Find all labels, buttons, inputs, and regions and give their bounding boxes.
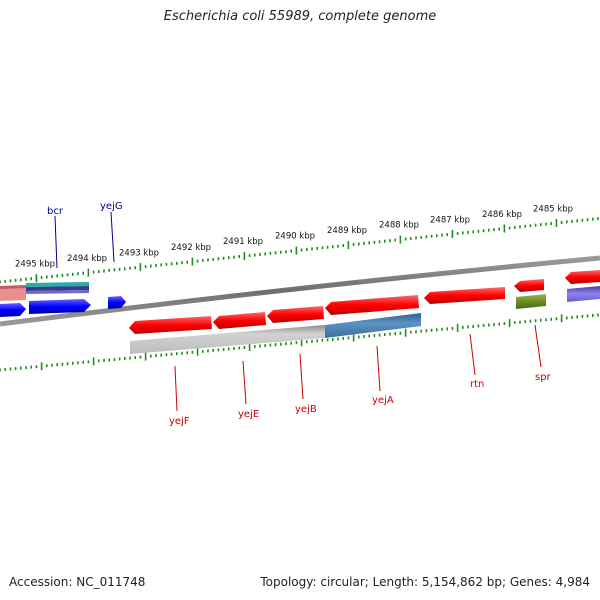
lower-bands: [130, 286, 600, 354]
gene-label-bcr: bcr: [47, 206, 64, 217]
plus-strand-genes: [0, 296, 126, 317]
gene-arrow-spr: [514, 279, 544, 292]
scale-label: 2493 kbp: [119, 248, 159, 258]
scale-label: 2488 kbp: [379, 221, 419, 231]
accession-text: Accession: NC_011748: [9, 575, 146, 589]
gene-arrow: [0, 303, 26, 317]
scale-label: 2487 kbp: [430, 215, 470, 225]
map-title: Escherichia coli 55989, complete genome: [163, 9, 437, 24]
gene-label-yejF: yejF: [169, 416, 190, 427]
upper-gene-labels: bcr yejG: [47, 201, 123, 269]
gene-label-yejA: yejA: [372, 395, 394, 406]
gene-arrow-rtn: [424, 287, 505, 304]
gene-label-yejB: yejB: [295, 404, 317, 415]
minus-strand-genes: [129, 270, 600, 334]
genome-summary-text: Topology: circular; Length: 5,154,862 bp…: [260, 575, 590, 589]
scale-label: 2486 kbp: [482, 210, 522, 220]
upper-left-bands: [0, 282, 89, 301]
gene-arrow-yejB: [267, 306, 324, 323]
genome-backbone: [0, 255, 600, 327]
gene-label-yejG: yejG: [100, 201, 123, 212]
scale-label: 2491 kbp: [223, 237, 263, 247]
gene-arrow-yejG: [108, 296, 126, 309]
scale-label: 2490 kbp: [275, 232, 315, 242]
lower-scale-ticks: [0, 313, 599, 372]
gene-arrow-yejA: [325, 295, 419, 315]
scale-label: 2495 kbp: [15, 259, 55, 269]
gene-arrow: [565, 270, 600, 284]
lower-gene-labels: yejF yejE yejB yejA rtn spr: [169, 324, 552, 427]
scale-label: 2492 kbp: [171, 243, 211, 253]
gene-arrow-yejE: [213, 312, 266, 329]
scale-label: 2489 kbp: [327, 226, 367, 236]
scale-label: 2494 kbp: [67, 254, 107, 264]
gene-label-yejE: yejE: [238, 409, 259, 420]
upper-scale-ticks: [0, 217, 599, 284]
scale-label: 2485 kbp: [533, 204, 573, 214]
gene-label-spr: spr: [535, 372, 552, 383]
scale-labels: 2495 kbp 2494 kbp 2493 kbp 2492 kbp 2491 kbp…: [15, 204, 573, 269]
gene-arrow-bcr: [29, 299, 91, 314]
gene-label-rtn: rtn: [470, 379, 484, 390]
gene-arrow-yejF: [129, 316, 212, 334]
